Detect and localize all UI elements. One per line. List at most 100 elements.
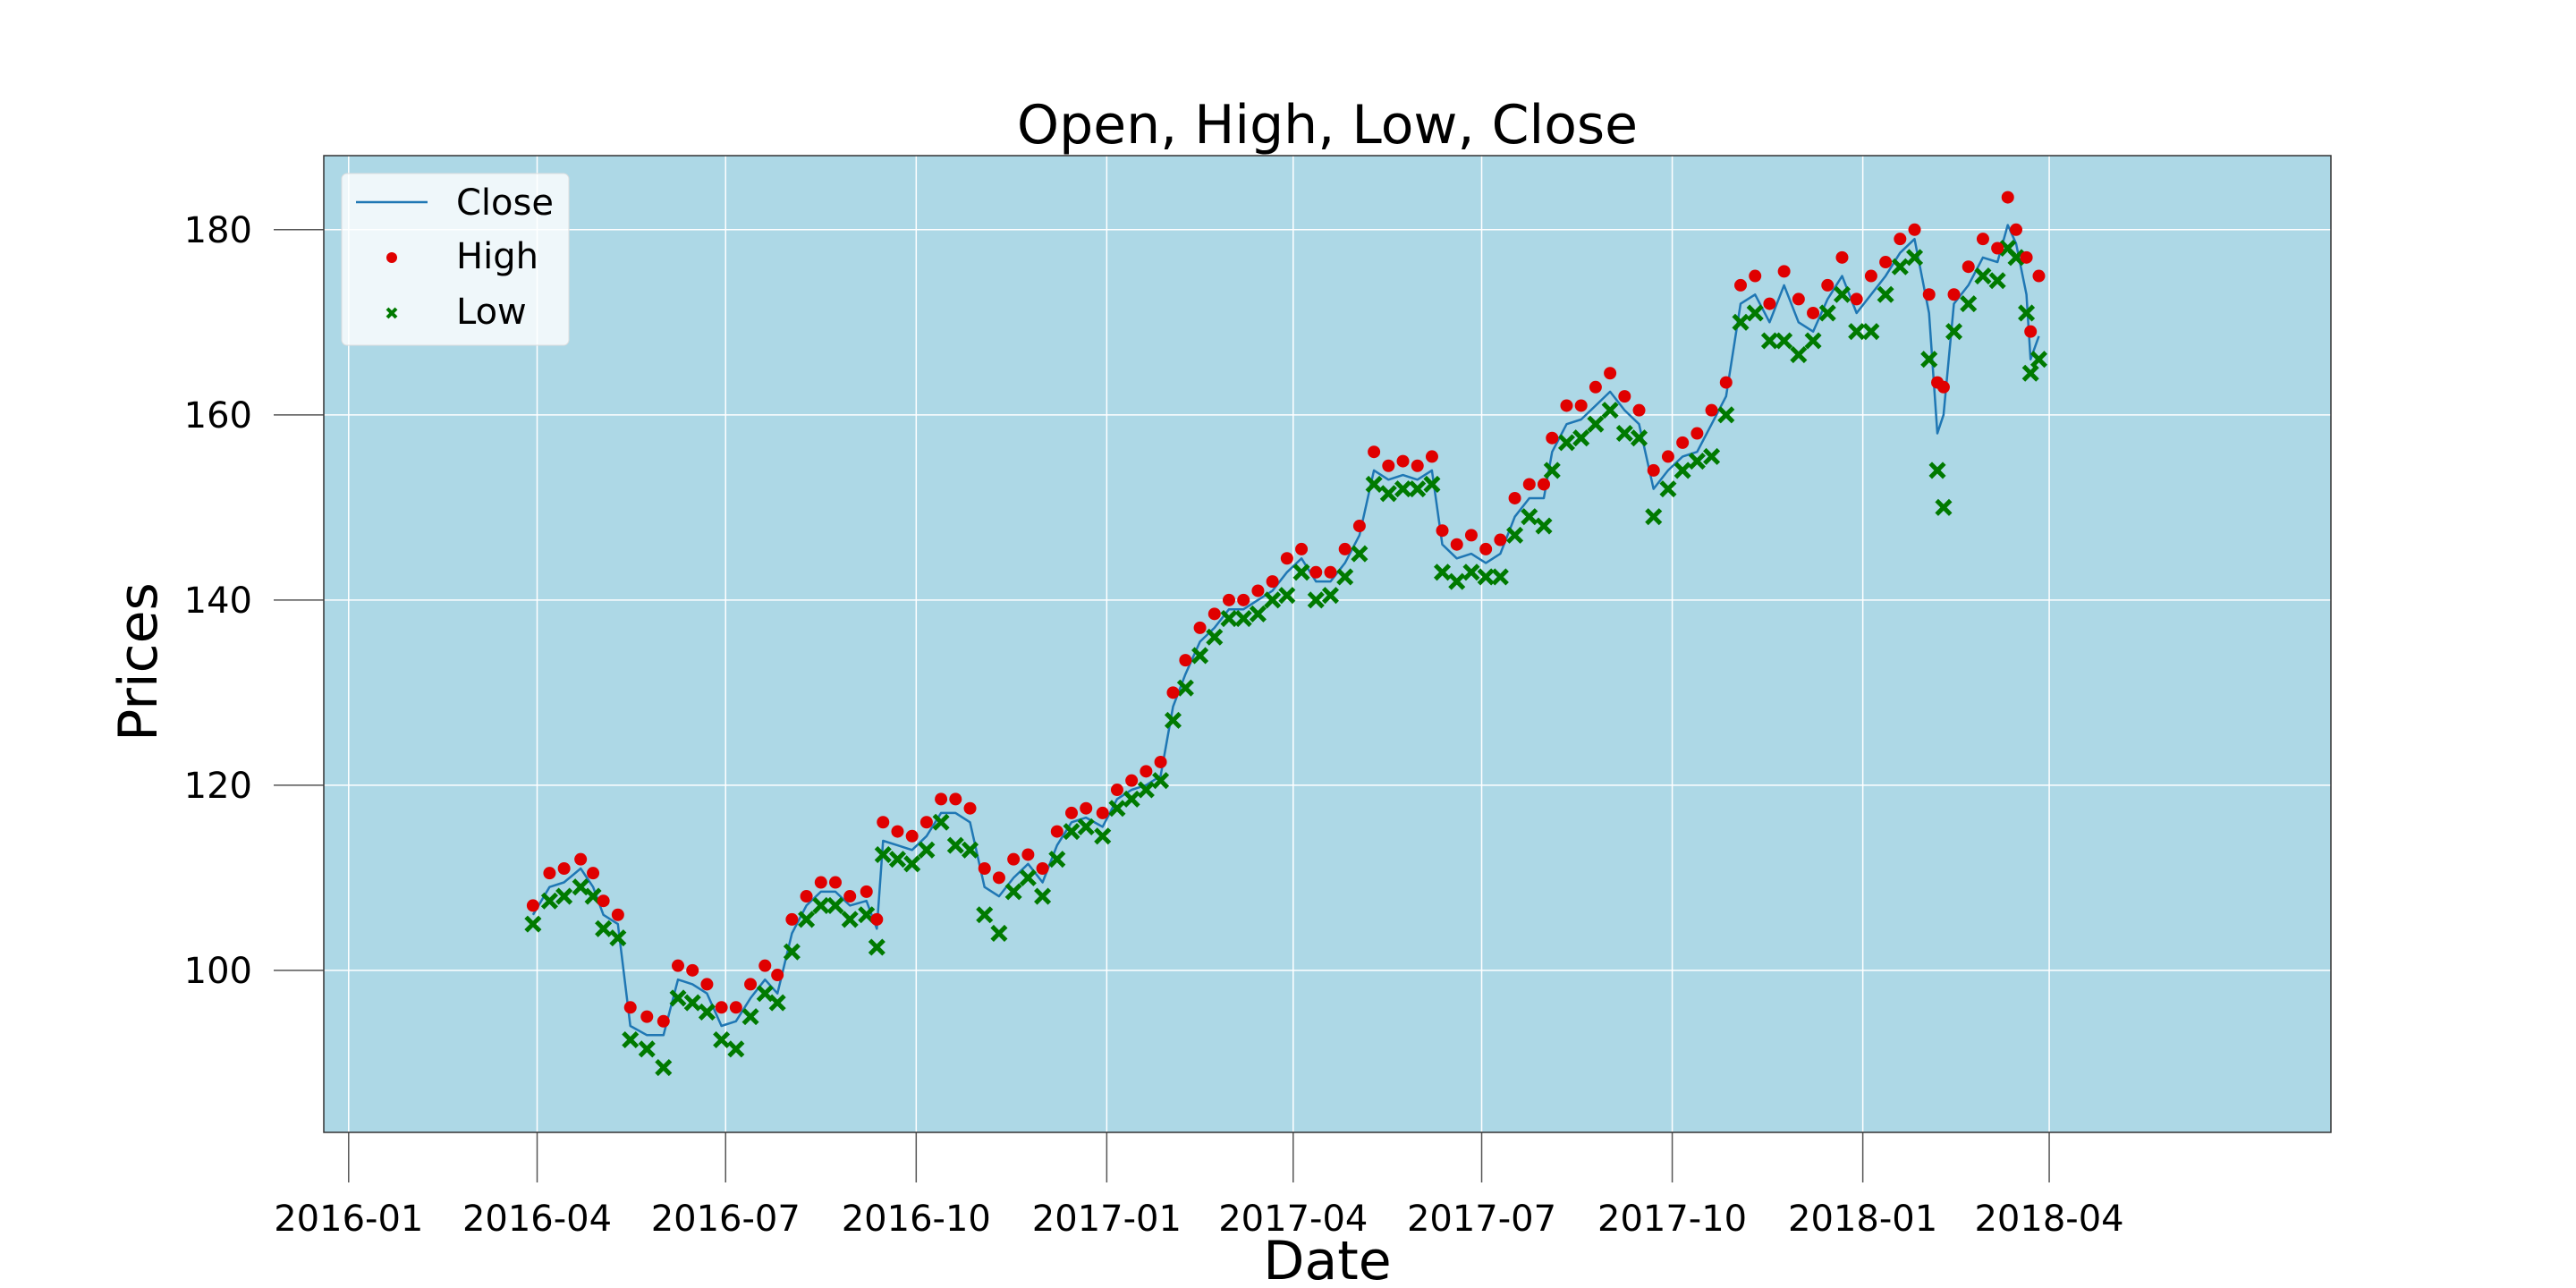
close-series-line: [531, 224, 2040, 1037]
low-point: [1732, 313, 1750, 331]
low-point: [1048, 851, 1066, 869]
high-point: [1251, 584, 1265, 597]
high-point: [2020, 250, 2033, 264]
plot-background: [324, 156, 2331, 1132]
high-point: [557, 862, 571, 876]
low-point: [1703, 447, 1721, 465]
high-point: [1352, 520, 1366, 533]
low-point: [932, 813, 950, 831]
low-point: [1587, 415, 1605, 433]
y-axis-title: Prices: [107, 582, 170, 741]
low-point: [555, 887, 573, 905]
high-point: [744, 978, 758, 991]
low-point: [741, 1008, 759, 1026]
series: [524, 191, 2048, 1077]
legend-high-swatch: [386, 252, 397, 263]
high-point: [1295, 542, 1309, 555]
high-point: [1821, 278, 1835, 292]
low-point: [888, 851, 907, 869]
low-point: [1543, 462, 1561, 479]
low-point: [540, 892, 558, 910]
x-tick-label: 2017-04: [1218, 1199, 1368, 1240]
high-point: [1962, 260, 1975, 274]
high-point: [1807, 306, 1820, 319]
high-point: [1908, 223, 1921, 236]
low-point: [1448, 572, 1466, 590]
low-point: [1988, 272, 2006, 290]
low-point: [858, 906, 876, 924]
high-point: [587, 867, 600, 880]
low-point: [1379, 485, 1397, 503]
low-point: [868, 938, 886, 956]
legend-close-label: Close: [456, 182, 554, 224]
high-point: [870, 912, 884, 926]
high-point: [1368, 445, 1381, 459]
high-point: [1763, 297, 1776, 310]
low-point: [976, 906, 994, 924]
low-point: [1935, 498, 1953, 516]
high-point: [905, 829, 919, 843]
high-point: [2010, 223, 2022, 236]
high-point: [1096, 806, 1109, 819]
high-point: [1425, 450, 1438, 463]
high-point: [715, 1001, 728, 1014]
low-point: [1491, 568, 1509, 586]
high-point: [1125, 774, 1139, 787]
high-point: [1382, 459, 1395, 472]
high-point: [1050, 825, 1063, 838]
high-point: [1976, 233, 1989, 246]
high-point: [1835, 250, 1849, 264]
high-point: [2024, 325, 2038, 338]
high-point: [963, 801, 977, 815]
legend-box: [341, 173, 570, 346]
low-point: [1717, 406, 1735, 424]
low-point: [946, 836, 964, 854]
high-point: [526, 899, 539, 912]
high-point: [574, 852, 588, 866]
high-point: [1266, 575, 1279, 589]
low-point: [655, 1059, 673, 1077]
high-point: [1338, 542, 1352, 555]
high-point: [1661, 450, 1674, 463]
y-tick-label: 160: [184, 395, 252, 436]
high-point: [877, 816, 890, 829]
high-point: [891, 825, 904, 838]
y-tick-label: 140: [184, 580, 252, 622]
low-point: [1862, 323, 1880, 341]
legend-high-label: High: [456, 236, 538, 277]
low-point: [1394, 480, 1412, 498]
low-point: [1521, 508, 1538, 526]
low-point: [1891, 258, 1909, 275]
plot-frame: [323, 155, 2332, 1133]
high-point: [814, 876, 827, 889]
grid: [324, 156, 2331, 1132]
high-point: [1007, 852, 1021, 866]
low-point: [826, 896, 844, 914]
high-point: [860, 885, 873, 898]
low-point: [1848, 323, 1866, 341]
x-axis-title: Date: [1263, 1230, 1391, 1288]
low-point: [768, 994, 786, 1012]
low-point: [1790, 346, 1808, 364]
high-point: [1604, 367, 1617, 380]
y-tick-label: 100: [184, 951, 252, 992]
x-tick-label: 2018-01: [1788, 1199, 1937, 1240]
legend-low-label: Low: [456, 292, 527, 333]
high-point: [1479, 542, 1493, 555]
high-point: [949, 792, 962, 806]
low-point: [1506, 526, 1524, 544]
low-point: [1264, 591, 1282, 609]
low-point: [1945, 323, 1963, 341]
low-point: [1249, 605, 1267, 623]
low-point: [1818, 304, 1836, 322]
low-point: [669, 989, 687, 1007]
low-point: [783, 943, 801, 961]
low-point: [1176, 679, 1194, 697]
high-point: [686, 963, 699, 977]
low-point: [2029, 351, 2048, 369]
high-point: [1922, 288, 1936, 301]
low-point: [1409, 480, 1427, 498]
legend: Close High Low: [341, 173, 570, 346]
high-point: [1508, 491, 1521, 504]
low-point: [1688, 453, 1706, 470]
